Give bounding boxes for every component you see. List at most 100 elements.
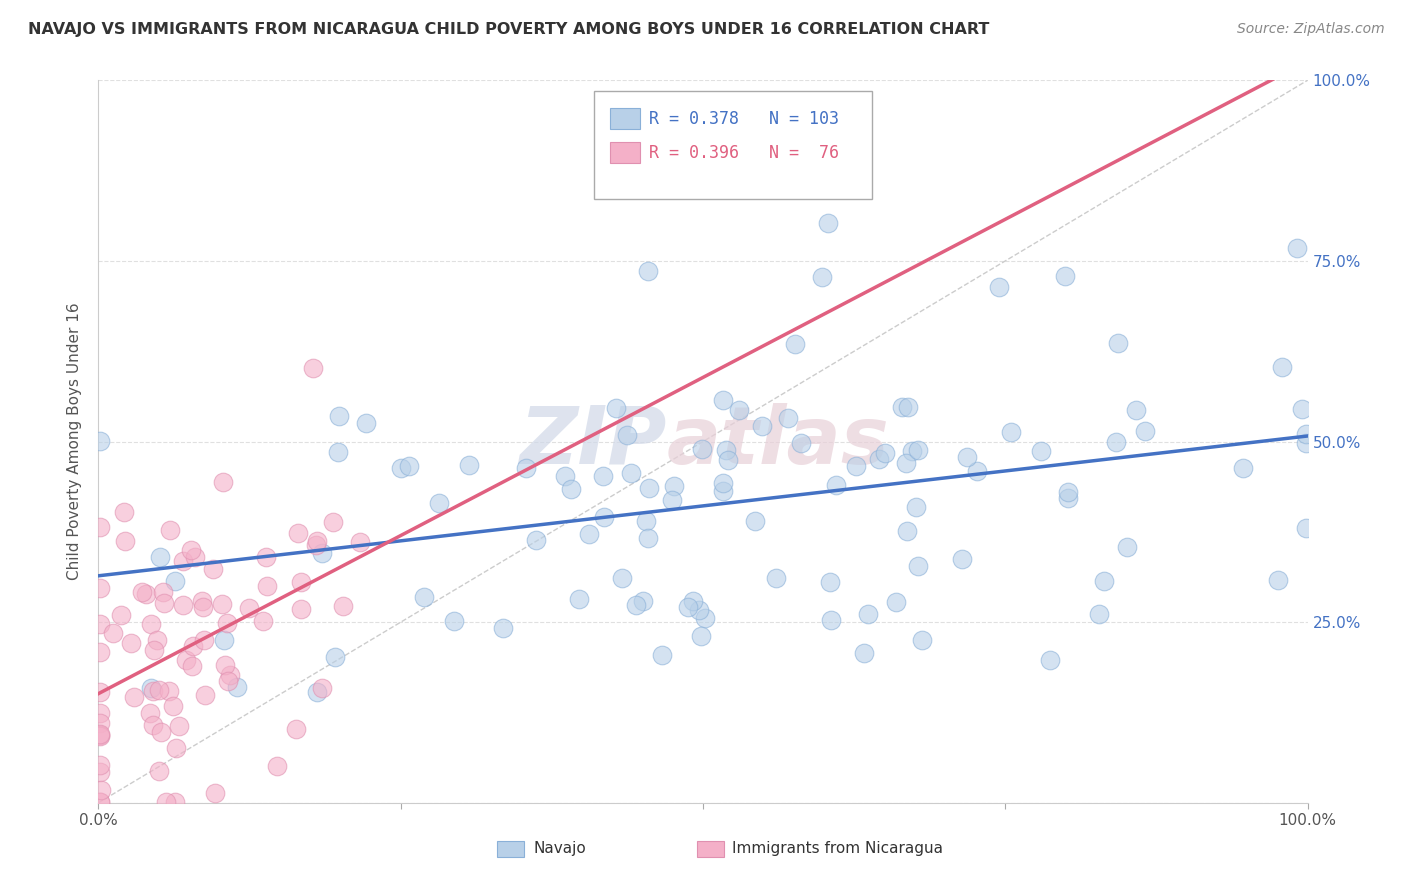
Point — [89, 582, 111, 596]
Point — [122, 690, 145, 704]
Point — [711, 484, 734, 499]
Point — [110, 607, 132, 622]
Point — [1053, 268, 1076, 283]
Text: Source: ZipAtlas.com: Source: ZipAtlas.com — [1237, 22, 1385, 37]
Point — [676, 600, 699, 615]
Point — [988, 280, 1011, 294]
Text: R = 0.396   N =  76: R = 0.396 N = 76 — [648, 144, 838, 161]
Point — [1092, 574, 1115, 588]
Point — [349, 534, 371, 549]
Point — [638, 482, 661, 496]
Point — [744, 514, 766, 528]
Point — [717, 453, 740, 467]
Point — [1232, 461, 1254, 475]
Point — [492, 621, 515, 635]
Point — [1291, 401, 1313, 416]
Point — [162, 699, 184, 714]
Point — [554, 469, 576, 483]
Point — [287, 525, 309, 540]
Point — [89, 795, 111, 809]
Point — [765, 571, 787, 585]
Point — [148, 682, 170, 697]
Point — [148, 764, 170, 779]
Point — [873, 446, 896, 460]
Point — [413, 590, 436, 604]
Point — [174, 653, 197, 667]
Point — [592, 469, 614, 483]
Point — [332, 599, 354, 614]
Point — [661, 493, 683, 508]
Point — [238, 601, 260, 615]
Point — [1029, 443, 1052, 458]
Point — [693, 611, 716, 625]
Point — [89, 758, 111, 772]
Point — [427, 496, 450, 510]
Point — [568, 591, 591, 606]
Point — [905, 500, 928, 515]
Point — [1000, 425, 1022, 440]
Point — [135, 587, 157, 601]
FancyBboxPatch shape — [595, 91, 872, 200]
Point — [254, 549, 277, 564]
FancyBboxPatch shape — [697, 841, 724, 857]
FancyBboxPatch shape — [610, 108, 640, 129]
Point — [90, 783, 112, 797]
Point — [354, 416, 377, 430]
Point — [853, 646, 876, 660]
Point — [89, 728, 111, 742]
Point — [169, 719, 191, 733]
Text: R = 0.378   N = 103: R = 0.378 N = 103 — [648, 110, 838, 128]
Point — [211, 475, 233, 489]
Point — [89, 520, 111, 534]
Point — [524, 533, 547, 547]
Point — [101, 626, 124, 640]
Point — [1295, 427, 1317, 442]
Point — [149, 549, 172, 564]
Point — [326, 444, 349, 458]
Point — [688, 603, 710, 617]
Point — [690, 442, 713, 456]
Point — [217, 674, 239, 689]
Point — [711, 476, 734, 491]
Point — [290, 602, 312, 616]
Point — [190, 593, 212, 607]
Point — [143, 643, 166, 657]
Point — [610, 572, 633, 586]
Point — [120, 635, 142, 649]
Point — [311, 681, 333, 695]
Point — [153, 596, 176, 610]
Point — [1125, 402, 1147, 417]
Point — [89, 727, 111, 741]
Point — [856, 607, 879, 622]
Point — [825, 477, 848, 491]
Point — [1107, 336, 1129, 351]
Point — [252, 615, 274, 629]
Point — [202, 562, 225, 576]
FancyBboxPatch shape — [610, 142, 640, 163]
Point — [897, 400, 920, 414]
Point — [728, 403, 751, 417]
Point — [181, 639, 204, 653]
Point — [328, 409, 350, 424]
Point — [180, 543, 202, 558]
Point — [966, 464, 988, 478]
Point — [619, 466, 641, 480]
Point — [1039, 653, 1062, 667]
Point — [184, 549, 207, 564]
Point — [578, 526, 600, 541]
Point — [633, 594, 655, 608]
Point — [515, 460, 537, 475]
Point — [146, 633, 169, 648]
Point — [956, 450, 979, 464]
Point — [1057, 491, 1080, 505]
Point — [165, 740, 187, 755]
Point — [1295, 521, 1317, 535]
FancyBboxPatch shape — [498, 841, 524, 857]
Point — [1105, 435, 1128, 450]
Point — [256, 579, 278, 593]
Point — [89, 684, 111, 698]
Point — [790, 435, 813, 450]
Point — [911, 632, 934, 647]
Point — [180, 658, 202, 673]
Point — [323, 650, 346, 665]
